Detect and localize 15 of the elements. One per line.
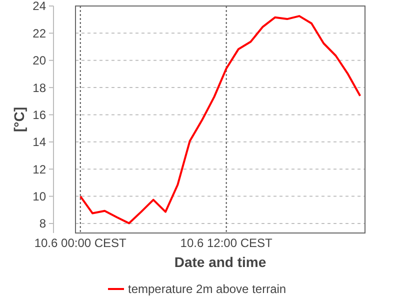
y-tick-label: 22	[32, 26, 46, 40]
y-tick-label: 24	[32, 0, 46, 14]
y-tick-label: 8	[39, 216, 46, 231]
y-tick-label: 10	[32, 190, 46, 204]
x-axis-title: Date and time	[174, 254, 266, 270]
x-tick-label: 10.6 12:00 CEST	[180, 236, 274, 250]
y-tick-label: 14	[32, 135, 46, 150]
y-tick-label: 20	[32, 54, 46, 68]
y-tick-label: 18	[32, 80, 46, 95]
y-tick-label: 16	[32, 108, 46, 122]
line-series	[79, 15, 362, 224]
y-axis-title: [°C]	[11, 106, 27, 132]
legend-label: temperature 2m above terrain	[128, 282, 286, 296]
x-tick-label: 10.6 00:00 CEST	[34, 236, 128, 250]
y-tick-label: 12	[32, 162, 46, 176]
